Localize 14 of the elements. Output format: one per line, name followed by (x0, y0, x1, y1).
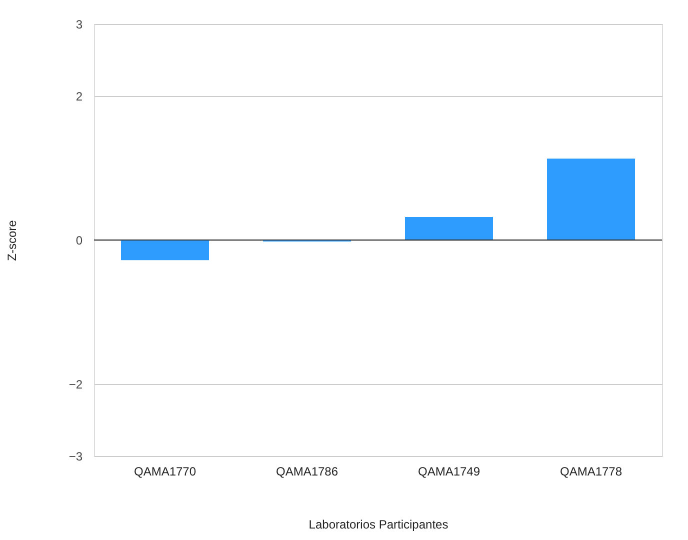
bar (405, 216, 493, 240)
y-tick-label: −2 (68, 378, 83, 392)
y-tick-label: 0 (76, 234, 83, 248)
x-tick-label: QAMA1749 (418, 464, 480, 478)
y-tick-label: −3 (68, 450, 83, 464)
x-axis-title: Laboratorios Participantes (308, 518, 448, 532)
x-tick-label: QAMA1778 (560, 464, 622, 478)
x-tick-label: QAMA1786 (276, 464, 338, 478)
bar (547, 158, 635, 240)
bar (121, 240, 209, 260)
y-tick-label: 2 (76, 90, 83, 104)
y-axis-title: Z-score (4, 220, 19, 261)
x-tick-label: QAMA1770 (134, 464, 196, 478)
y-tick-label: 3 (76, 18, 83, 32)
